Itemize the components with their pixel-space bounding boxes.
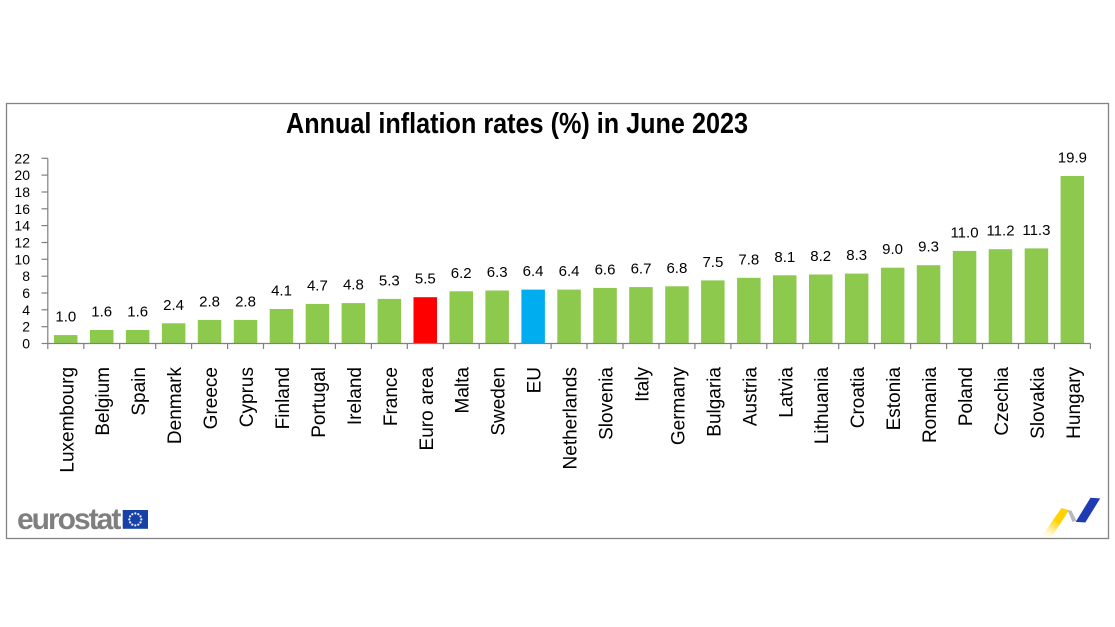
svg-text:Spain: Spain <box>129 367 150 416</box>
svg-text:Hungary: Hungary <box>1064 367 1085 439</box>
svg-text:11.3: 11.3 <box>1022 222 1050 239</box>
svg-text:Poland: Poland <box>956 367 977 426</box>
svg-text:6.8: 6.8 <box>666 260 687 277</box>
svg-text:4.7: 4.7 <box>307 277 328 294</box>
svg-text:4: 4 <box>22 302 30 318</box>
svg-text:1.6: 1.6 <box>91 304 112 321</box>
svg-text:7.5: 7.5 <box>702 254 723 271</box>
svg-text:7.8: 7.8 <box>738 251 759 268</box>
svg-text:4.1: 4.1 <box>271 283 292 300</box>
svg-text:2: 2 <box>22 319 30 335</box>
svg-text:12: 12 <box>14 235 30 251</box>
svg-text:Estonia: Estonia <box>884 367 905 431</box>
svg-text:4.8: 4.8 <box>343 277 364 294</box>
svg-text:Denmark: Denmark <box>165 367 186 445</box>
svg-text:1.0: 1.0 <box>55 309 76 326</box>
svg-text:Annual inflation rates (%) in: Annual inflation rates (%) in June 2023 <box>286 108 748 140</box>
svg-text:11.2: 11.2 <box>986 223 1014 240</box>
svg-text:6.4: 6.4 <box>523 263 544 280</box>
svg-text:France: France <box>381 367 402 426</box>
svg-text:Netherlands: Netherlands <box>561 367 582 469</box>
svg-text:Malta: Malta <box>453 367 474 414</box>
svg-text:6.3: 6.3 <box>487 264 508 281</box>
svg-text:1.6: 1.6 <box>127 304 148 321</box>
svg-text:Euro area: Euro area <box>417 367 438 451</box>
svg-text:0: 0 <box>22 336 30 352</box>
svg-text:8: 8 <box>22 268 30 284</box>
svg-text:8.2: 8.2 <box>810 248 831 265</box>
svg-text:10: 10 <box>14 251 30 267</box>
svg-text:Italy: Italy <box>633 367 654 402</box>
svg-text:6.2: 6.2 <box>451 265 472 282</box>
svg-text:14: 14 <box>14 218 30 234</box>
svg-text:5.3: 5.3 <box>379 272 400 289</box>
svg-text:Ireland: Ireland <box>345 367 366 425</box>
svg-text:Slovenia: Slovenia <box>597 367 618 440</box>
svg-text:Greece: Greece <box>201 367 222 429</box>
svg-text:Sweden: Sweden <box>489 367 510 436</box>
svg-text:8.1: 8.1 <box>774 249 795 266</box>
svg-text:18: 18 <box>14 184 30 200</box>
svg-text:Germany: Germany <box>668 367 689 446</box>
svg-text:20: 20 <box>14 167 30 183</box>
svg-text:8.3: 8.3 <box>846 247 867 264</box>
svg-text:6: 6 <box>22 285 30 301</box>
svg-text:EU: EU <box>525 367 546 393</box>
svg-text:22: 22 <box>14 150 30 166</box>
svg-text:Bulgaria: Bulgaria <box>704 367 725 437</box>
svg-text:Portugal: Portugal <box>309 367 330 438</box>
svg-text:9.0: 9.0 <box>882 241 903 258</box>
svg-text:Latvia: Latvia <box>776 367 797 418</box>
svg-text:Luxembourg: Luxembourg <box>57 367 78 473</box>
svg-text:16: 16 <box>14 201 30 217</box>
svg-text:Romania: Romania <box>920 367 941 443</box>
svg-text:Belgium: Belgium <box>93 367 114 436</box>
svg-text:11.0: 11.0 <box>950 224 978 241</box>
svg-text:2.8: 2.8 <box>235 293 256 310</box>
svg-text:Austria: Austria <box>740 367 761 427</box>
svg-text:5.5: 5.5 <box>415 271 436 288</box>
svg-text:19.9: 19.9 <box>1058 150 1087 167</box>
svg-text:Finland: Finland <box>273 367 294 429</box>
svg-text:2.4: 2.4 <box>163 297 184 314</box>
svg-text:Lithuania: Lithuania <box>812 367 833 445</box>
svg-text:9.3: 9.3 <box>918 239 939 256</box>
svg-text:Cyprus: Cyprus <box>237 367 258 427</box>
svg-text:eurostat: eurostat <box>17 503 121 536</box>
svg-text:Slovakia: Slovakia <box>1028 367 1049 439</box>
svg-text:2.8: 2.8 <box>199 293 220 310</box>
svg-text:6.7: 6.7 <box>631 261 652 278</box>
svg-text:Czechia: Czechia <box>992 367 1013 436</box>
svg-text:6.6: 6.6 <box>595 261 616 278</box>
svg-text:Croatia: Croatia <box>848 367 869 429</box>
svg-text:6.4: 6.4 <box>559 263 580 280</box>
